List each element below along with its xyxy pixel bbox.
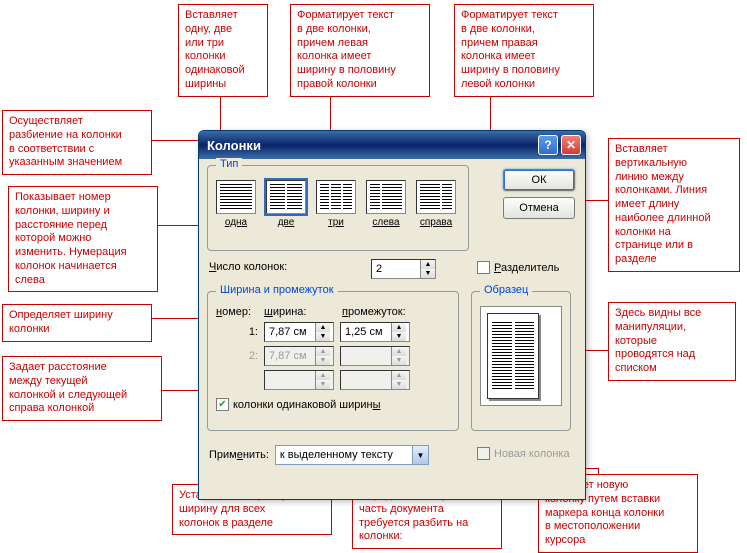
col-num-header: номер: <box>216 306 258 318</box>
col-width-header: ширина: <box>264 306 336 318</box>
apply-value: к выделенному тексту <box>280 449 393 461</box>
group-width-legend: Ширина и промежуток <box>216 284 338 296</box>
checkbox-icon <box>477 261 490 274</box>
dropdown-icon[interactable]: ▼ <box>412 446 428 464</box>
callout-col-width: Определяет ширину колонки <box>2 304 152 342</box>
group-type-legend: Тип <box>216 158 242 170</box>
equal-width-checkbox[interactable]: ✔ колонки одинаковой ширины <box>216 398 381 411</box>
col-gap-header: промежуток: <box>342 306 406 318</box>
columns-dialog: Колонки ? ✕ ОК Отмена Тип одна две <box>198 130 586 500</box>
callout-col-num: Показывает номер колонки, ширину и расст… <box>8 186 158 292</box>
callout-one-two-three: Вставляет одну, две или три колонки один… <box>178 4 268 97</box>
row2-gap-input <box>341 348 391 364</box>
spinner-up-icon[interactable]: ▲ <box>420 260 435 269</box>
num-cols-input[interactable] <box>372 261 420 277</box>
spinner-down-icon[interactable]: ▼ <box>420 269 435 278</box>
row1-width-input[interactable] <box>265 324 315 340</box>
group-sample: Образец <box>471 291 571 431</box>
group-sample-legend: Образец <box>480 284 532 296</box>
new-column-label: Новая колонка <box>494 448 570 460</box>
row1-gap-input[interactable] <box>341 324 391 340</box>
cancel-button[interactable]: Отмена <box>503 197 575 219</box>
ok-button[interactable]: ОК <box>503 169 575 191</box>
new-column-checkbox: Новая колонка <box>477 447 570 460</box>
dialog-title: Колонки <box>207 138 261 153</box>
callout-separator: Вставляет вертикальную линию между колон… <box>608 138 740 272</box>
row2-width-input <box>265 348 315 364</box>
callout-col-gap: Задает расстояние между текущей колонкой… <box>2 356 162 421</box>
preset-right-label: справа <box>420 217 452 228</box>
row1-num: 1: <box>216 326 258 338</box>
equal-width-label: колонки одинаковой ширины <box>233 399 381 411</box>
row1-gap-spinner[interactable]: ▲▼ <box>340 322 410 342</box>
row3-gap-spinner: ▲▼ <box>340 370 410 390</box>
preview-page-icon <box>487 313 539 399</box>
callout-preview: Здесь видны все манипуляции, которые про… <box>608 302 736 381</box>
apply-select[interactable]: к выделенному тексту ▼ <box>275 445 429 465</box>
preset-one-label: одна <box>225 217 247 228</box>
callout-right-preset: Форматирует текст в две колонки, причем … <box>454 4 594 97</box>
preset-two[interactable]: две <box>266 180 306 228</box>
separator-checkbox[interactable]: Разделитель <box>477 261 559 274</box>
preset-left-label: слева <box>372 217 399 228</box>
preview-area <box>480 306 562 406</box>
row2-num: 2: <box>216 350 258 362</box>
preset-right[interactable]: справа <box>416 180 456 228</box>
num-cols-spinner[interactable]: ▲▼ <box>371 259 436 279</box>
preset-three-label: три <box>328 217 344 228</box>
preset-left[interactable]: слева <box>366 180 406 228</box>
row3-width-spinner: ▲▼ <box>264 370 334 390</box>
close-icon[interactable]: ✕ <box>561 135 581 155</box>
callout-num-cols: Осуществляет разбиение на колонки в соот… <box>2 110 152 175</box>
apply-label: Применить: <box>209 449 269 461</box>
preset-three[interactable]: три <box>316 180 356 228</box>
checkbox-checked-icon: ✔ <box>216 398 229 411</box>
num-cols-label: Число колонок: <box>209 261 287 273</box>
help-icon[interactable]: ? <box>538 135 558 155</box>
checkbox-disabled-icon <box>477 447 490 460</box>
row1-width-spinner[interactable]: ▲▼ <box>264 322 334 342</box>
group-type: Тип одна две три слева <box>207 165 469 251</box>
preset-two-label: две <box>278 217 295 228</box>
row2-gap-spinner: ▲▼ <box>340 346 410 366</box>
group-width: Ширина и промежуток номер: ширина: проме… <box>207 291 459 431</box>
separator-label: Разделитель <box>494 262 559 274</box>
callout-left-preset: Форматирует текст в две колонки, причем … <box>290 4 430 97</box>
titlebar[interactable]: Колонки ? ✕ <box>199 131 585 159</box>
row2-width-spinner: ▲▼ <box>264 346 334 366</box>
preset-one[interactable]: одна <box>216 180 256 228</box>
